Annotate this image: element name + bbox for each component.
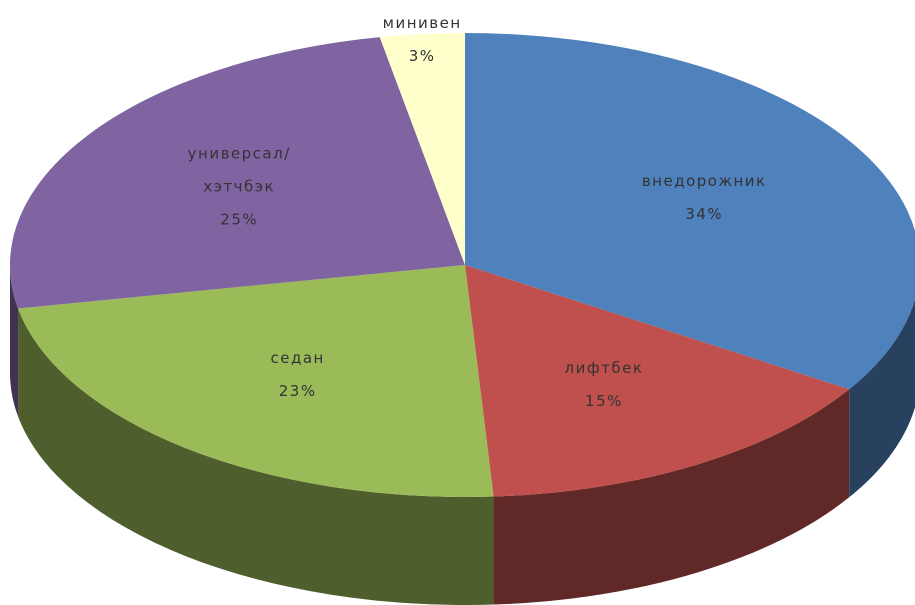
slice [465,33,915,390]
slice [379,33,465,265]
percent-label: 34% [685,204,724,223]
percent-label: 15% [585,391,623,410]
slice-side [493,389,850,605]
category-name: лифтбек [564,358,644,377]
slice [18,265,494,497]
slice-side [849,299,915,498]
category-name: внедорожник [641,171,767,190]
slice-label: минивен 3% [383,7,462,73]
percent-label: 25% [220,210,259,229]
slice-label: внедорожник 34% [642,165,767,231]
slice-side [10,265,19,417]
category-name: минивен [382,14,462,32]
category-name: универсал/ хэтчбэк [187,144,291,196]
slice-label: лифтбек 15% [564,352,643,418]
slice-label: универсал/ хэтчбэк 25% [188,137,291,236]
slice [9,37,466,309]
slice [465,265,850,497]
percent-label: 3% [408,47,436,65]
slice-label: седан 23% [270,342,324,408]
slice-side [18,308,494,605]
category-name: седан [270,348,325,367]
percent-label: 23% [278,381,317,400]
